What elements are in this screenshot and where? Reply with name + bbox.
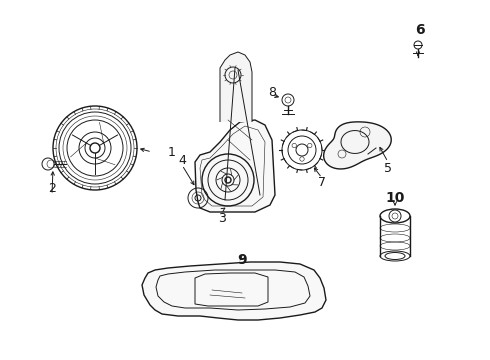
Text: 1: 1 <box>168 145 176 158</box>
Polygon shape <box>323 122 391 169</box>
Polygon shape <box>195 120 275 212</box>
Text: 2: 2 <box>48 181 56 194</box>
Text: 5: 5 <box>384 162 392 175</box>
Text: 9: 9 <box>237 253 247 267</box>
Text: 8: 8 <box>268 85 276 99</box>
Polygon shape <box>220 52 252 122</box>
Text: 7: 7 <box>318 175 326 189</box>
Text: 3: 3 <box>218 211 226 225</box>
Polygon shape <box>142 262 326 320</box>
Text: 4: 4 <box>178 153 186 166</box>
Text: 6: 6 <box>415 23 425 37</box>
Text: 10: 10 <box>385 191 405 205</box>
